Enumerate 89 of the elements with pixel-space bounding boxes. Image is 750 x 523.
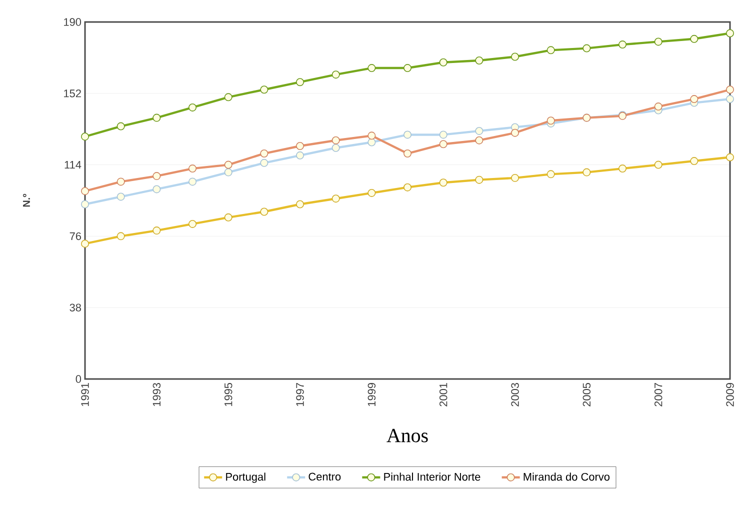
point <box>81 132 90 141</box>
point <box>116 178 125 186</box>
point <box>439 130 448 139</box>
point <box>188 220 197 228</box>
point <box>368 188 376 197</box>
point <box>81 200 90 208</box>
point <box>368 132 376 140</box>
legend-label: Miranda do Corvo <box>524 472 610 481</box>
point <box>582 168 591 176</box>
x-tick-label: 2007 <box>654 383 662 406</box>
point <box>152 114 161 122</box>
y-tick-label: 114 <box>64 161 82 169</box>
point <box>618 40 627 49</box>
point <box>332 70 340 79</box>
point <box>404 183 412 192</box>
point <box>439 178 448 187</box>
y-tick-label: 76 <box>70 232 81 240</box>
point <box>475 136 484 144</box>
point <box>81 187 90 196</box>
point <box>332 144 340 152</box>
point <box>116 192 125 201</box>
point <box>260 150 268 158</box>
point <box>332 194 340 203</box>
x-tick-label: 1997 <box>296 383 304 406</box>
x-tick-label: 1991 <box>81 383 89 406</box>
point <box>296 78 304 86</box>
point <box>690 34 698 43</box>
point <box>475 126 484 135</box>
x-tick-label: 1999 <box>368 383 376 406</box>
point <box>546 116 555 125</box>
point <box>152 172 161 180</box>
point <box>404 64 412 72</box>
point <box>690 157 698 166</box>
point <box>404 150 412 158</box>
legend-label: Pinhal Interior Norte <box>384 472 480 481</box>
point <box>511 128 520 137</box>
point <box>511 52 520 61</box>
point <box>404 130 412 139</box>
y-tick-label: 0 <box>76 375 82 383</box>
point <box>332 136 340 144</box>
point <box>260 208 268 216</box>
point <box>116 122 125 130</box>
point <box>81 240 90 248</box>
point <box>116 232 125 240</box>
point <box>690 95 698 104</box>
point <box>726 153 734 162</box>
point <box>475 176 484 184</box>
point <box>582 44 591 52</box>
point <box>546 170 555 178</box>
point <box>654 38 662 46</box>
point <box>654 102 662 111</box>
legend-label: Portugal <box>226 472 266 483</box>
y-axis-title: N.º <box>22 194 30 207</box>
point <box>260 158 268 167</box>
x-tick-label: 1995 <box>224 382 232 406</box>
x-axis-title: Anos <box>386 428 428 442</box>
x-tick-label: 1993 <box>152 382 161 406</box>
point <box>152 185 161 194</box>
point <box>296 151 304 160</box>
point <box>224 168 232 176</box>
point <box>726 95 734 104</box>
point <box>368 64 376 72</box>
point <box>152 226 161 235</box>
point <box>654 160 662 169</box>
y-tick-label: 38 <box>70 304 81 312</box>
point <box>224 93 232 102</box>
point <box>511 174 520 182</box>
point <box>296 142 304 150</box>
point <box>726 29 734 38</box>
point <box>439 140 448 148</box>
point <box>188 103 197 112</box>
y-tick-label: 152 <box>64 90 81 98</box>
point <box>224 213 232 222</box>
point <box>224 160 232 169</box>
point <box>296 200 304 208</box>
point <box>618 164 627 173</box>
point <box>439 58 448 66</box>
y-tick-label: 190 <box>64 18 82 26</box>
point <box>726 86 734 94</box>
x-tick-label: 2001 <box>439 383 448 406</box>
point <box>546 46 555 54</box>
point <box>260 86 268 94</box>
legend-label: Centro <box>308 472 341 481</box>
x-tick-label: 2009 <box>726 383 734 406</box>
x-tick-label: 2005 <box>582 382 591 406</box>
point <box>188 178 197 186</box>
point <box>188 164 197 173</box>
x-tick-label: 2003 <box>511 382 519 406</box>
point <box>475 56 484 65</box>
